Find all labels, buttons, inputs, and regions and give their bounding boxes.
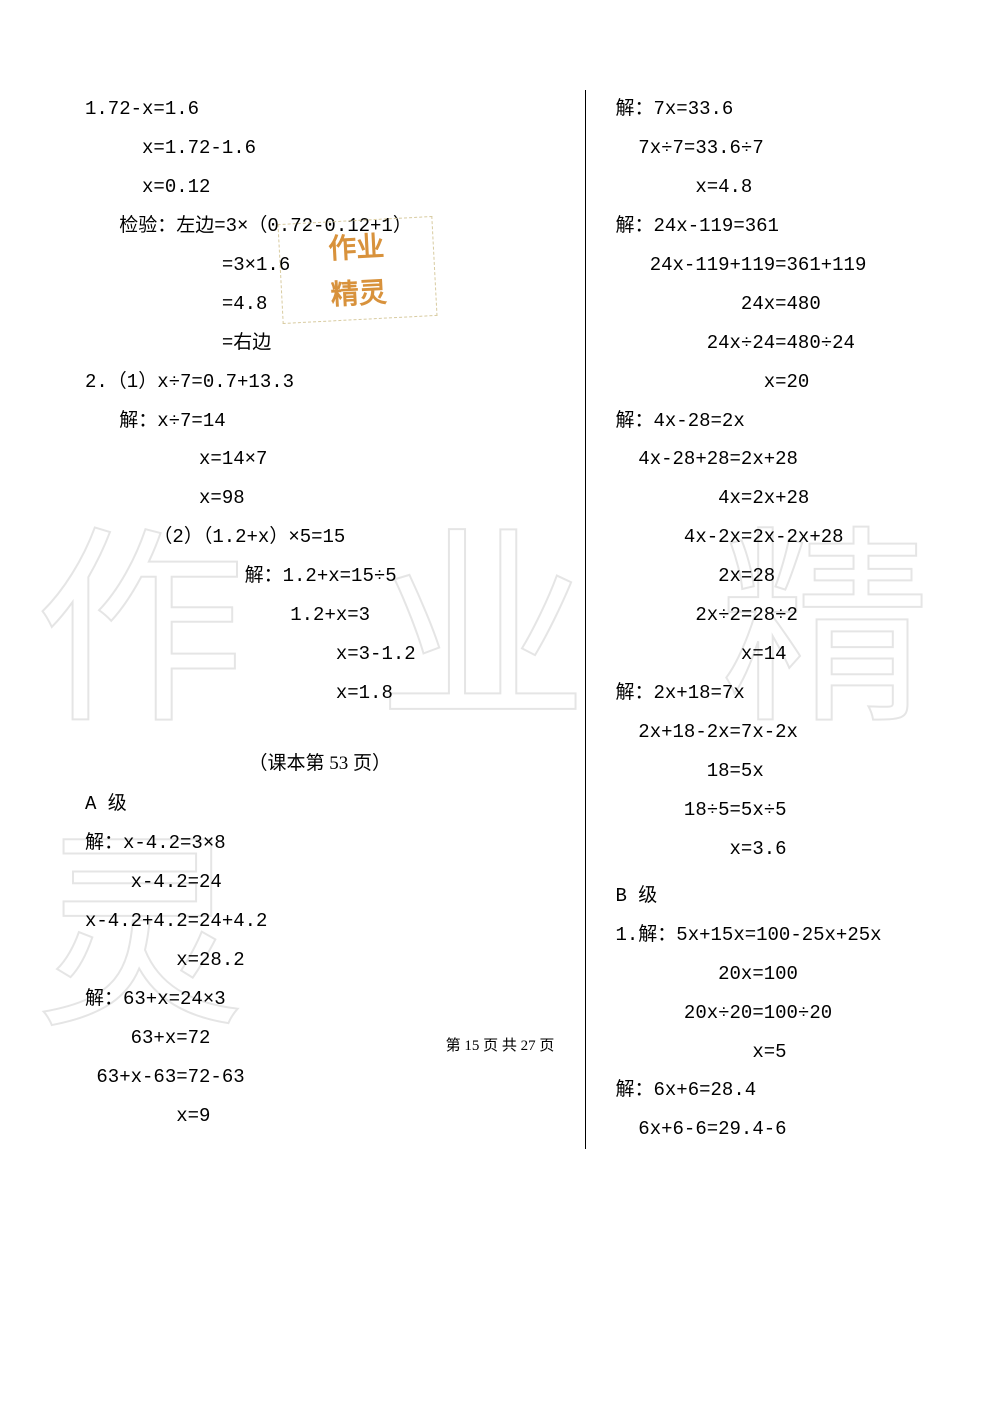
text-line: x=4.8 (616, 168, 1000, 207)
text-line: 解：2x+18=7x (616, 674, 1000, 713)
page-content: 作业 精灵 1.72-x=1.6 x=1.72-1.6 x=0.12 检验：左边… (85, 90, 1000, 1149)
text-line: 2.（1）x÷7=0.7+13.3 (85, 363, 555, 402)
right-column: 解：7x=33.6 7x÷7=33.6÷7 x=4.8 解：24x-119=36… (585, 90, 1000, 1149)
text-line: 1.72-x=1.6 (85, 90, 555, 129)
text-line: 18÷5=5x÷5 (616, 791, 1000, 830)
text-line: 2x+18-2x=7x-2x (616, 713, 1000, 752)
section-title: （课本第 53 页） (85, 748, 555, 775)
text-line: 7x÷7=33.6÷7 (616, 129, 1000, 168)
text-line: 4x=2x+28 (616, 479, 1000, 518)
text-line: 24x=480 (616, 285, 1000, 324)
level-a-label: A 级 (85, 785, 555, 824)
text-line: 18=5x (616, 752, 1000, 791)
left-column: 作业 精灵 1.72-x=1.6 x=1.72-1.6 x=0.12 检验：左边… (85, 90, 585, 1149)
text-line: =右边 (85, 324, 555, 363)
text-line: x=3.6 (616, 830, 1000, 869)
text-line: x-4.2=24 (85, 863, 555, 902)
text-line: x=28.2 (85, 941, 555, 980)
text-line: 63+x-63=72-63 (85, 1058, 555, 1097)
text-line: 20x÷20=100÷20 (616, 994, 1000, 1033)
text-line: x=0.12 (85, 168, 555, 207)
text-line: =3×1.6 (85, 246, 555, 285)
text-line: 1.2+x=3 (85, 596, 555, 635)
text-line: 解：6x+6=28.4 (616, 1071, 1000, 1110)
text-line: x=9 (85, 1097, 555, 1136)
text-line: 6x+6-6=29.4-6 (616, 1110, 1000, 1149)
text-line: 解：x÷7=14 (85, 402, 555, 441)
text-line: 2x=28 (616, 557, 1000, 596)
text-line: 解：63+x=24×3 (85, 980, 555, 1019)
text-line: x=1.8 (85, 674, 555, 713)
text-line: =4.8 (85, 285, 555, 324)
text-line: 24x÷24=480÷24 (616, 324, 1000, 363)
text-line: x=3-1.2 (85, 635, 555, 674)
text-line: 解：4x-28=2x (616, 402, 1000, 441)
level-b-label: B 级 (616, 877, 1000, 916)
text-line: 解：7x=33.6 (616, 90, 1000, 129)
text-line: x=14 (616, 635, 1000, 674)
text-line: 解：1.2+x=15÷5 (85, 557, 555, 596)
text-line: （2）（1.2+x）×5=15 (85, 518, 555, 557)
text-line: 2x÷2=28÷2 (616, 596, 1000, 635)
page-footer: 第 15 页 共 27 页 (0, 1034, 1000, 1055)
text-line: 检验：左边=3×（0.72-0.12+1） (85, 207, 555, 246)
text-line: x=1.72-1.6 (85, 129, 555, 168)
text-line: x=20 (616, 363, 1000, 402)
text-line: 解：x-4.2=3×8 (85, 824, 555, 863)
text-line: 20x=100 (616, 955, 1000, 994)
text-line: x=14×7 (85, 440, 555, 479)
text-line: 24x-119+119=361+119 (616, 246, 1000, 285)
text-line: 解：24x-119=361 (616, 207, 1000, 246)
text-line: 4x-2x=2x-2x+28 (616, 518, 1000, 557)
text-line: 1.解：5x+15x=100-25x+25x (616, 916, 1000, 955)
text-line: x=98 (85, 479, 555, 518)
text-line: x-4.2+4.2=24+4.2 (85, 902, 555, 941)
text-line: 4x-28+28=2x+28 (616, 440, 1000, 479)
